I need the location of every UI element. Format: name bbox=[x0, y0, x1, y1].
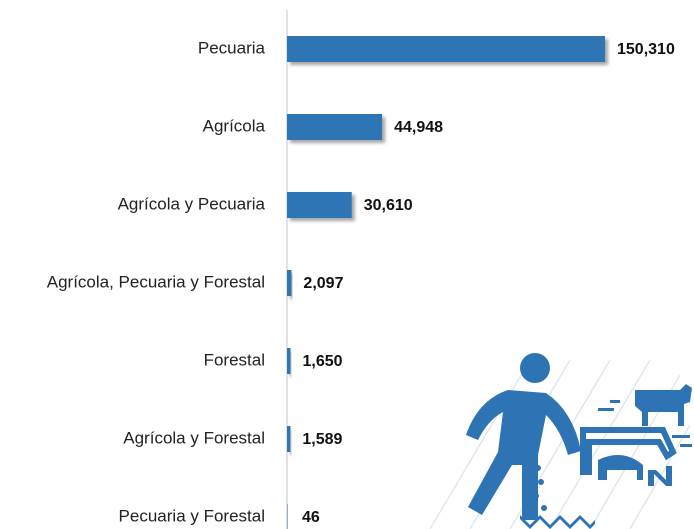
category-label: Agrícola, Pecuaria y Forestal bbox=[47, 272, 265, 291]
bar bbox=[287, 504, 288, 529]
value-label: 1,589 bbox=[302, 431, 342, 448]
value-label: 1,650 bbox=[302, 353, 342, 370]
value-label: 30,610 bbox=[364, 197, 413, 214]
value-label: 150,310 bbox=[617, 41, 675, 58]
category-label: Pecuaria bbox=[198, 38, 266, 57]
bar bbox=[287, 270, 292, 296]
value-label: 46 bbox=[302, 509, 320, 526]
bar bbox=[287, 192, 352, 218]
category-label: Pecuaria y Forestal bbox=[119, 506, 265, 525]
bar bbox=[287, 348, 291, 374]
decorative-icon bbox=[429, 353, 692, 529]
value-label: 2,097 bbox=[303, 275, 343, 292]
bar bbox=[287, 426, 291, 452]
bar bbox=[287, 36, 605, 62]
category-label: Forestal bbox=[204, 350, 265, 369]
category-label: Agrícola y Pecuaria bbox=[118, 194, 266, 213]
bar bbox=[287, 114, 383, 140]
category-label: Agrícola bbox=[203, 116, 266, 135]
value-label: 44,948 bbox=[394, 119, 443, 136]
category-label: Agrícola y Forestal bbox=[123, 428, 265, 447]
